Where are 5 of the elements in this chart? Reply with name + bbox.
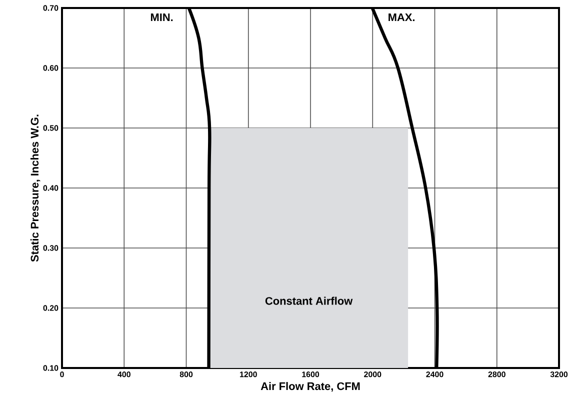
y-axis-title: Static Pressure, Inches W.G.: [30, 114, 40, 262]
series-label: MIN.: [150, 14, 173, 22]
series-label: MAX.: [388, 14, 414, 22]
x-axis-title: Air Flow Rate, CFM: [260, 382, 360, 392]
annotation: Constant Airflow: [265, 296, 353, 305]
